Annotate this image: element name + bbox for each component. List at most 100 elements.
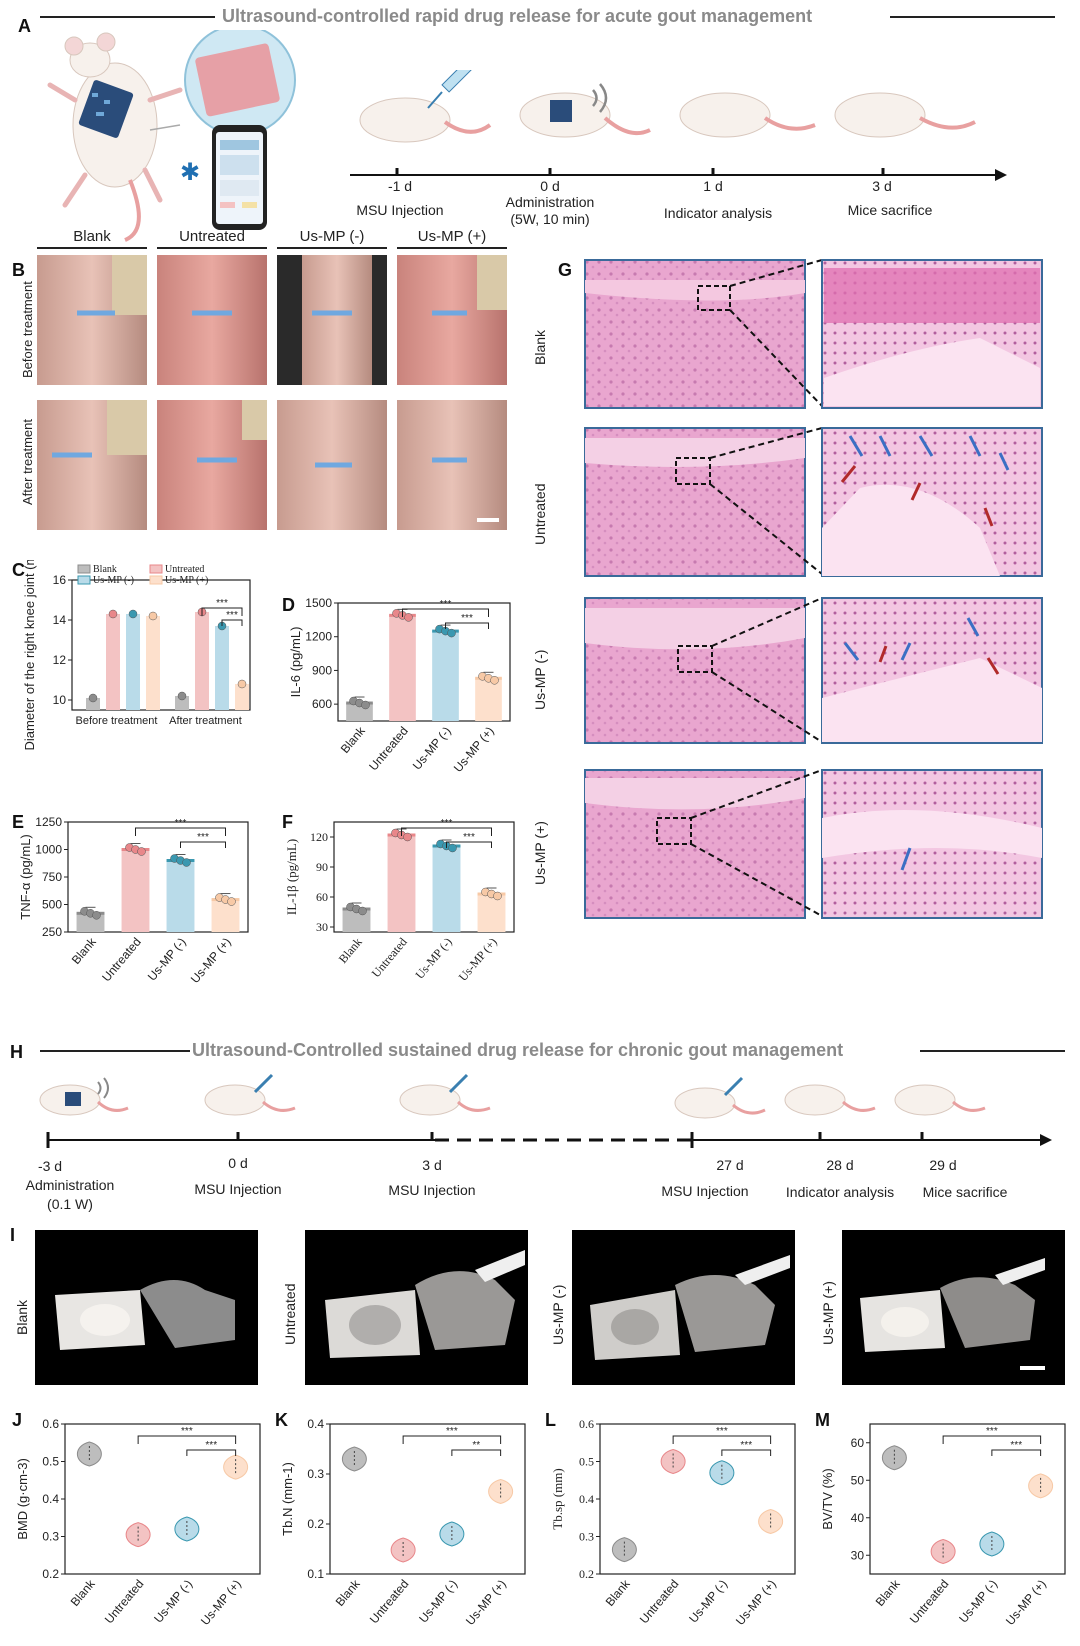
ct-untreated	[305, 1230, 528, 1385]
photo-blank-before	[37, 255, 147, 385]
y-tick-label: 0.5	[42, 1455, 59, 1469]
y-tick-label: 0.2	[42, 1567, 59, 1581]
y-tick-label: 1500	[305, 596, 332, 610]
plot-frame	[329, 1423, 526, 1575]
bar	[86, 698, 100, 710]
panel-letter-a: A	[18, 16, 31, 36]
x-tick-label: Us-MP (+)	[1003, 1577, 1049, 1628]
y-tick-label: 0.3	[42, 1530, 59, 1544]
histo-row-blank	[584, 259, 1043, 409]
data-point	[447, 628, 456, 638]
ct-label-usmp-minus: Us-MP (-)	[550, 1284, 566, 1345]
y-tick-label: 1200	[305, 630, 332, 644]
bar	[106, 614, 120, 710]
y-tick-label: 30	[851, 1548, 865, 1562]
zoom-box	[656, 817, 692, 845]
y-tick-label: 90	[316, 860, 328, 874]
timeline-acute-label-2: Administration (5W, 10 min)	[505, 194, 595, 227]
x-tick-label: Us-MP (-)	[412, 935, 454, 982]
y-axis-label: BMD (g·cm-3)	[15, 1458, 30, 1540]
significance-bracket	[135, 827, 226, 836]
photo-usmp-plus-before	[397, 255, 507, 385]
y-tick-label: 1000	[35, 843, 62, 857]
panel-letter-k: K	[275, 1410, 288, 1430]
panel-letter-f: F	[282, 812, 293, 832]
data-point	[361, 700, 370, 710]
chart-c-knee-diameter: 10 12 14 16 Diameter of the right knee joint…	[22, 560, 251, 750]
significance-label: ***	[1010, 1440, 1022, 1451]
x-tick-label: Us-MP (-)	[145, 935, 189, 984]
bar	[432, 846, 461, 932]
syringe-icon	[427, 70, 477, 109]
timeline-chronic-label-5: Indicator analysis	[785, 1184, 895, 1200]
significance-label: ***	[463, 832, 475, 843]
y-axis-label: IL-6 (pg/mL)	[288, 627, 303, 698]
photo-col-label: Us-MP (+)	[417, 228, 487, 245]
histo-row-usmp-plus	[584, 769, 1043, 919]
mouse-with-patch-illustration: ✱	[47, 30, 296, 242]
timeline-chronic-day-1: -3 d	[37, 1158, 63, 1174]
timeline-chronic-day-5: 28 d	[826, 1157, 854, 1173]
legend-swatch	[77, 564, 91, 574]
y-tick-label: 120	[310, 830, 328, 844]
y-axis-label: BV/TV (%)	[820, 1468, 835, 1529]
bar	[477, 894, 506, 932]
bar	[475, 678, 502, 721]
x-tick-label: Us-MP (-)	[416, 1577, 460, 1626]
panel-letter-j: J	[12, 1410, 23, 1430]
y-tick-label: 0.4	[579, 1492, 594, 1506]
timeline-acute-day-1: -1 d	[387, 178, 413, 194]
y-tick-label: 750	[42, 870, 62, 884]
legend-label: Us-MP (-)	[93, 575, 134, 586]
ct-usmp-minus	[572, 1230, 795, 1385]
timeline-acute	[350, 70, 1007, 181]
bar	[195, 612, 209, 710]
bar	[211, 899, 240, 932]
timeline-chronic	[39, 1073, 1052, 1148]
panel-letter-b: B	[12, 260, 25, 280]
photo-col-label: Us-MP (-)	[299, 228, 365, 245]
chart-d-il6: 600 900 1200 1500 IL-6 (pg/mL) BlankUntreated…	[288, 596, 511, 775]
bar	[175, 696, 189, 710]
data-point	[92, 911, 101, 920]
y-tick-label: 500	[42, 898, 62, 912]
x-tick-label: Blank	[69, 934, 100, 967]
x-tick-label: Us-MP (-)	[956, 1577, 1000, 1626]
significance-bracket	[446, 841, 492, 848]
panel-letter-m: M	[815, 1410, 830, 1430]
y-axis-label: IL-1β (pg/mL)	[284, 839, 299, 915]
x-tick-label: Us-MP (+)	[451, 724, 497, 775]
banner-acute: Ultrasound-controlled rapid drug release…	[40, 6, 1055, 26]
data-point	[237, 679, 247, 689]
photo-col-label: Blank	[73, 228, 111, 245]
data-point	[358, 906, 367, 916]
data-point	[448, 843, 457, 853]
y-tick-label: 0.4	[42, 1492, 59, 1506]
ct-label-blank: Blank	[14, 1299, 30, 1335]
significance-bracket	[186, 1449, 237, 1456]
arrow-icon	[900, 847, 912, 871]
x-tick-label: After treatment	[169, 715, 242, 727]
data-point	[177, 691, 187, 701]
photo-usmp-plus-after	[397, 400, 507, 530]
photo-row-after: After treatment	[20, 419, 35, 505]
timeline-chronic-day-6: 29 d	[929, 1157, 957, 1173]
panel-letter-g: G	[558, 260, 573, 280]
significance-label: ***	[441, 818, 453, 829]
bar	[389, 615, 416, 721]
x-tick-label: Blank	[603, 1576, 634, 1609]
timeline-acute-label-4: Mice sacrifice	[847, 202, 933, 218]
y-tick-label: 0.4	[307, 1417, 324, 1431]
significance-bracket	[942, 1435, 1042, 1444]
photo-col-usmp-minus: Us-MP (-)	[277, 228, 387, 249]
photo-col-untreated: Untreated	[157, 228, 267, 249]
significance-bracket	[445, 622, 489, 629]
y-tick-label: 0.1	[307, 1567, 324, 1581]
patch-icon	[65, 1092, 81, 1106]
timeline-chronic-day-4: 27 d	[716, 1157, 744, 1173]
legend-label: Untreated	[165, 564, 204, 575]
y-tick-label: 0.2	[307, 1517, 324, 1531]
chart-m-bvtv: 30 40 50 60 BV/TV (%) Blank Untreated Us-MP (-)…	[820, 1423, 1066, 1628]
x-tick-label: Untreated	[99, 935, 144, 984]
plot-frame	[869, 1423, 1066, 1575]
